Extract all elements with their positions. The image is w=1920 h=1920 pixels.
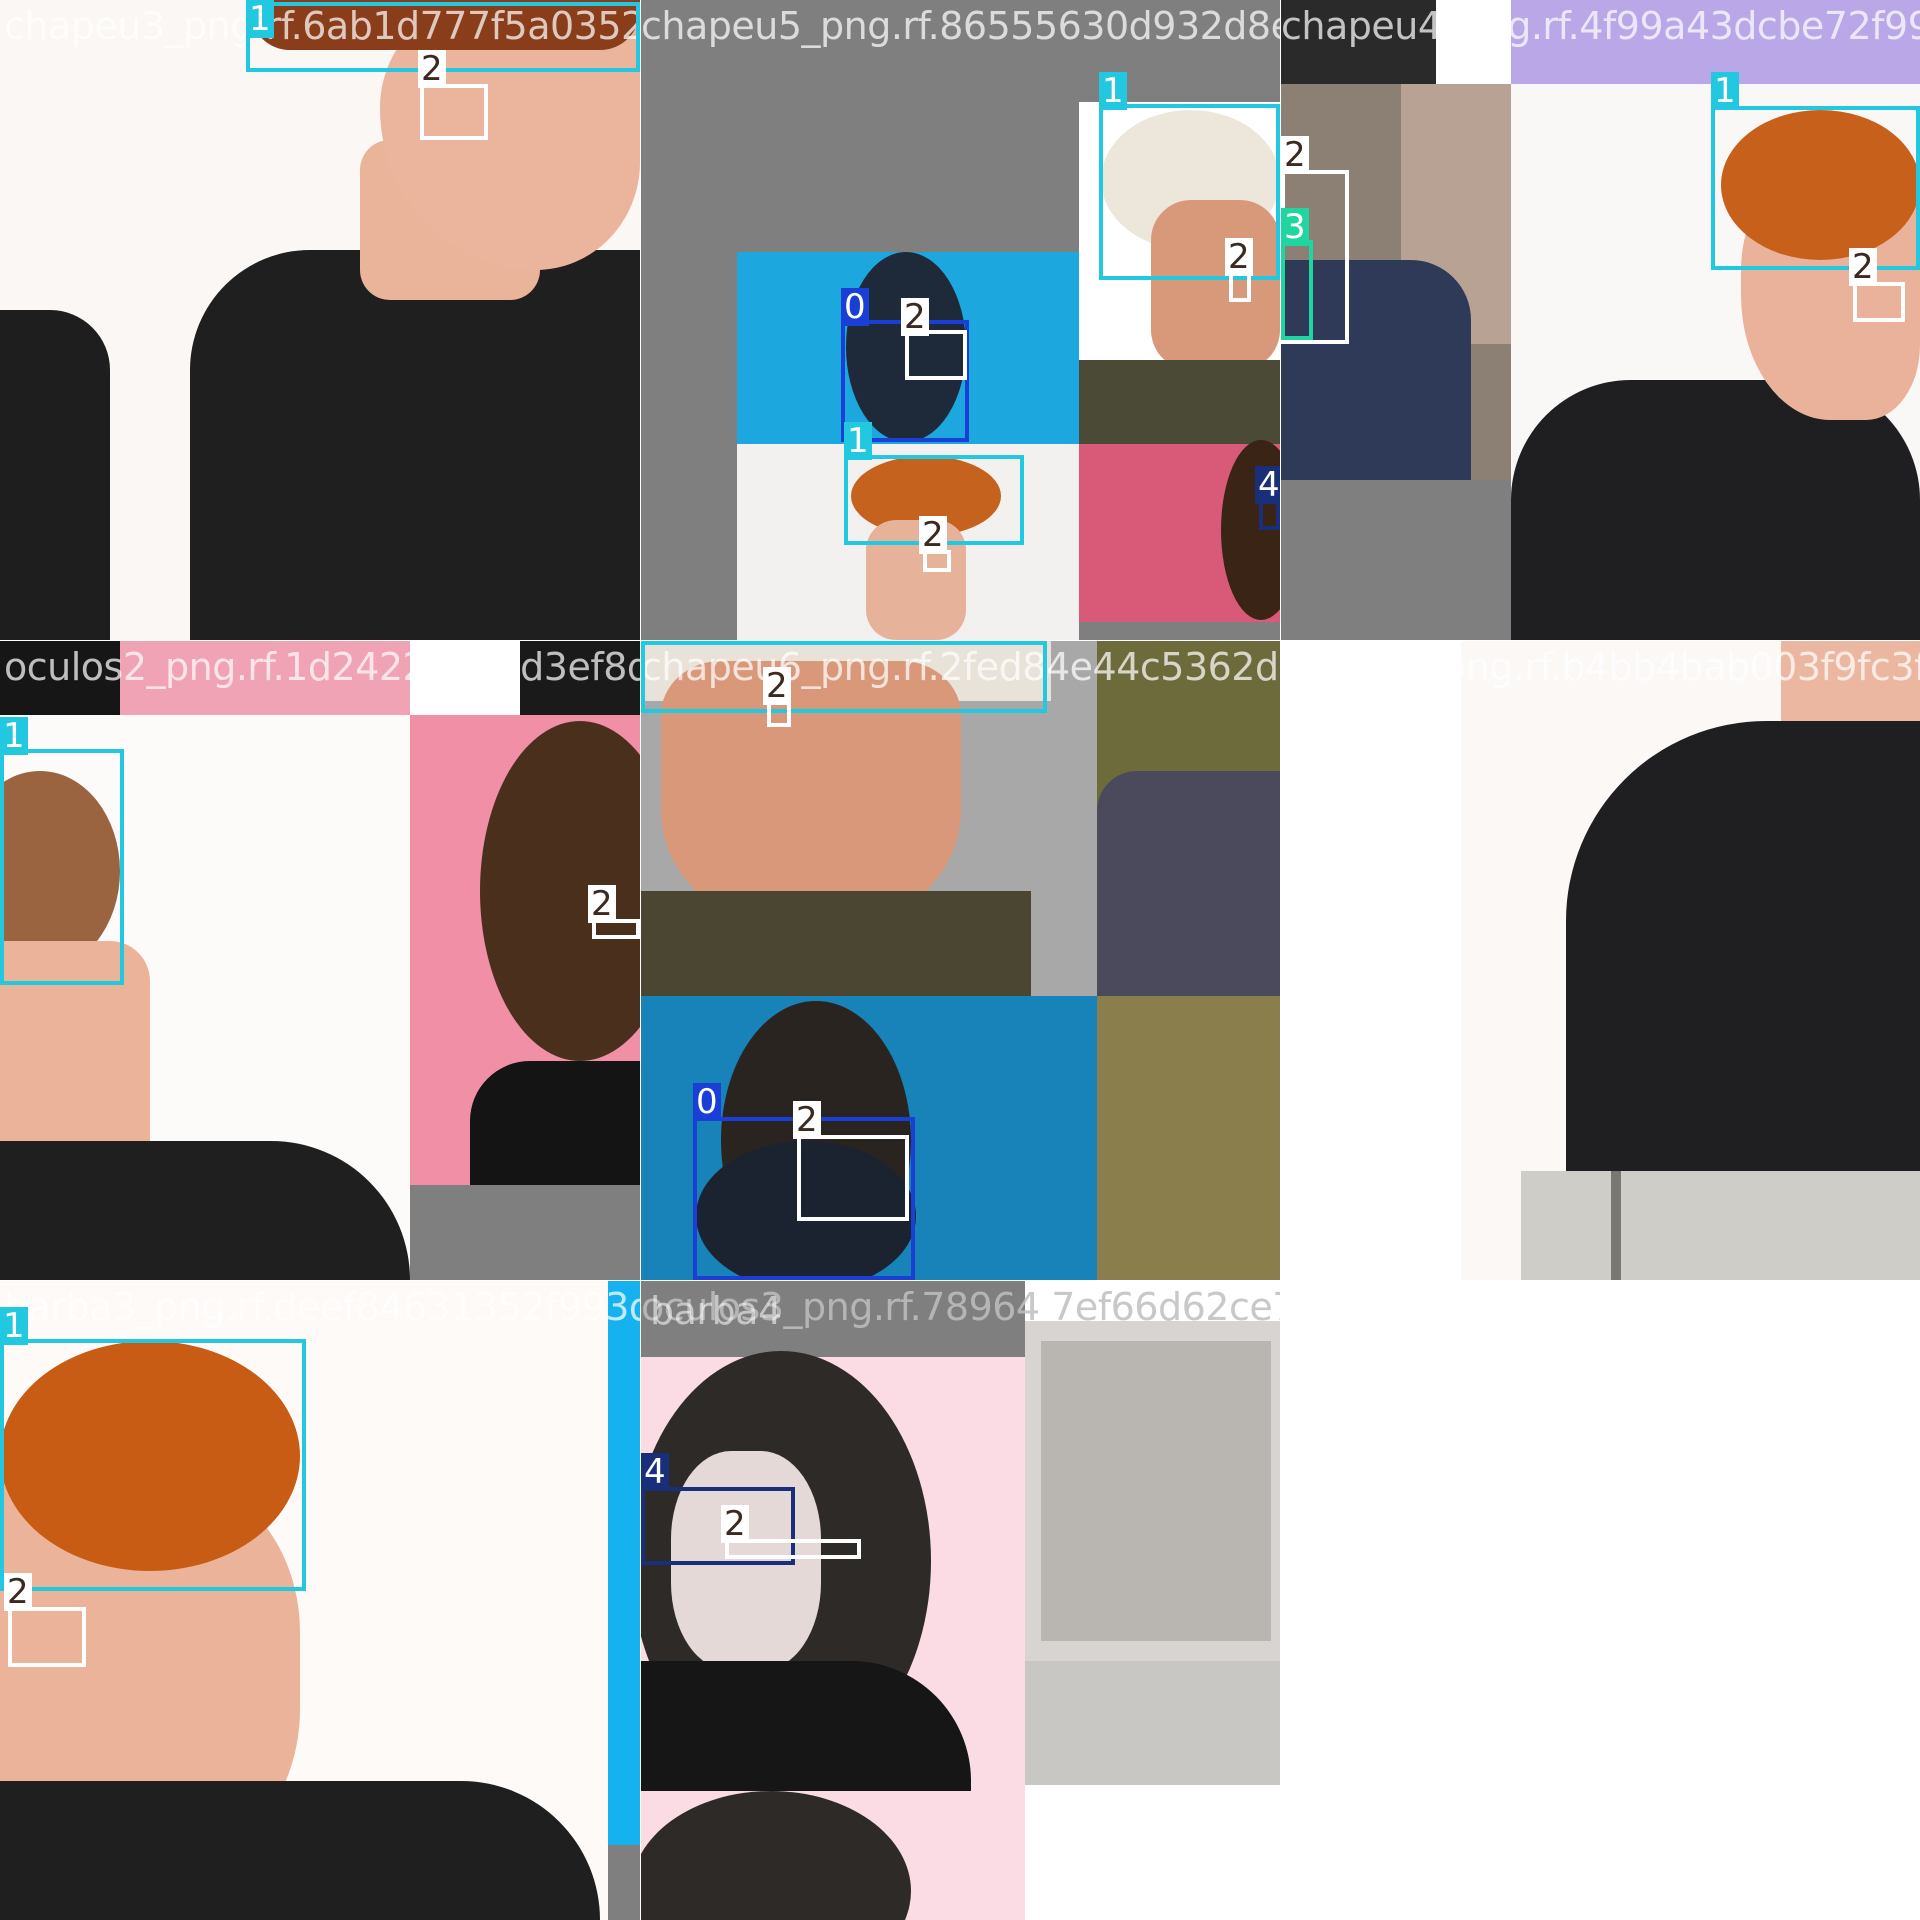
gray-padding (1281, 480, 1511, 640)
bbox-label: 1 (246, 0, 274, 38)
bbox-label: 2 (588, 885, 616, 923)
bbox-class-2 (592, 919, 640, 939)
side-figure (0, 310, 110, 640)
bbox-label: 1 (844, 422, 872, 460)
orange-cap (1721, 110, 1920, 260)
grid-separator (640, 0, 641, 1920)
bbox-label: 1 (1099, 72, 1127, 110)
bbox-class-1 (641, 641, 1047, 713)
bbox-class-2 (905, 330, 967, 380)
mosaic-tile-1: chapeu3_png.rf.6ab1d777f5a03529033c97ee5… (0, 0, 640, 640)
foliage-photo-2 (1097, 996, 1280, 1280)
bbox-class-2 (8, 1607, 86, 1667)
bbox-label: 1 (1711, 72, 1739, 110)
bbox-class-3 (1281, 240, 1313, 340)
bbox-label: 2 (4, 1573, 32, 1611)
bbox-class-1 (1099, 104, 1280, 280)
jacket-shape (641, 891, 1031, 996)
bbox-label: 0 (693, 1083, 721, 1121)
hat-man-jacket (1079, 360, 1280, 444)
bbox-label: 2 (721, 1505, 749, 1543)
shirt-shape (1511, 380, 1920, 640)
cap-man-face (866, 520, 966, 640)
street-strip (1521, 1171, 1920, 1280)
bbox-label: 2 (1225, 238, 1253, 276)
grid-separator (0, 640, 1920, 641)
bbox-class-2 (420, 84, 488, 140)
bbox-label: 1 (0, 1307, 28, 1345)
bbox-label: 2 (763, 667, 791, 705)
bbox-class-2 (1853, 282, 1905, 322)
top-pink-strip (120, 641, 410, 715)
bbox-label: 0 (841, 288, 869, 326)
shirt-shape (0, 1141, 410, 1280)
gray-padding (641, 1281, 1025, 1357)
bbox-label: 2 (1849, 248, 1877, 286)
face-shape (661, 661, 961, 931)
tile-filename: barba3_png.rf.deef84631352f993dab (4, 1285, 640, 1329)
gray-padding (410, 1185, 640, 1280)
bbox-class-4 (641, 1487, 795, 1565)
bbox-label: 1 (0, 717, 28, 755)
bbox-class-2 (797, 1135, 909, 1221)
mosaic-tile-8: oculos3_png.rf.78964 7ef66d62ce7f455f9df… (641, 1281, 1280, 1920)
sleeve-shape (1097, 771, 1280, 996)
dotted-blouse (470, 1061, 640, 1185)
bbox-class-2 (725, 1539, 861, 1559)
bbox-label: 1 (641, 641, 669, 643)
bbox-label: 2 (793, 1101, 821, 1139)
building-shape (1041, 1341, 1271, 1641)
beard-shape (696, 1141, 916, 1280)
mosaic-tile-3: chapeu4_png.rf.4f99a43dcbe72f99307 2 3 1… (1281, 0, 1920, 640)
bbox-label: 2 (919, 516, 947, 554)
grid-separator (0, 1280, 1280, 1281)
top-strip (1281, 0, 1436, 84)
bbox-label: 2 (1281, 136, 1309, 174)
bbox-label: 3 (1281, 208, 1309, 246)
top-dark-strip (520, 641, 640, 715)
shirt-shape (1566, 721, 1920, 1171)
bbox-class-1 (0, 749, 124, 985)
mosaic-tile-7: barba3_png.rf.deef84631352f993dab 1 2 (0, 1281, 640, 1920)
dotted-blouse (641, 1661, 971, 1791)
bbox-label: 4 (1255, 466, 1280, 504)
shirt-shape (0, 1781, 600, 1920)
bbox-label: 4 (641, 1453, 669, 1491)
orange-cap (0, 1341, 300, 1571)
bbox-label: 2 (418, 50, 446, 88)
cap-shape (250, 0, 640, 50)
lavender-strip (1511, 0, 1920, 84)
mosaic-tile-2: chapeu5_png.rf.86555630d932d8e6ddcf9abd4… (641, 0, 1280, 640)
mosaic-tile-5: chapeu6_png.rf.2fed84e44c5362debddd9456b… (641, 641, 1280, 1280)
mosaic-tile-4: oculos2_png.rf.1d2422246ed3ef8d47486539 … (0, 641, 640, 1280)
top-dotted-strip (0, 641, 120, 715)
hat-man-face (1151, 200, 1280, 370)
tile-filename: chapeu5_png.rf.86555630d932d8e6ddcf9abd4 (641, 4, 1280, 48)
bbox-class-1 (1711, 106, 1920, 270)
road-shape (1025, 1661, 1280, 1785)
street-post (1611, 1171, 1621, 1280)
shirt-shape (190, 250, 640, 640)
gray-strip (608, 1845, 640, 1920)
bbox-class-1 (0, 1339, 306, 1591)
mosaic-tile-6: oculos1_png.rf.b4bb4bab003f9fc3fc2 (1281, 641, 1920, 1280)
blue-strip (608, 1281, 640, 1845)
bbox-label: 2 (901, 298, 929, 336)
